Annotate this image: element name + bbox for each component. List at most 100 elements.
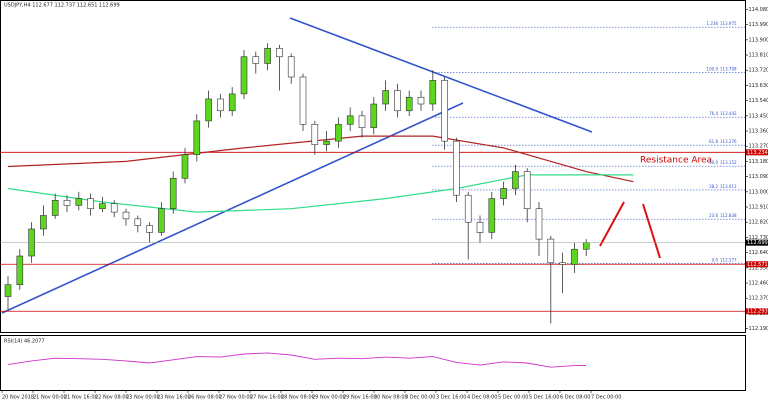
x-tick-label: 7 Dec 00:00	[591, 395, 621, 401]
annotation: Resistance Area	[640, 156, 712, 166]
x-tick-label: 29 Nov 00:00	[312, 395, 346, 401]
moving-average	[7, 135, 634, 183]
candle-body	[547, 238, 555, 264]
candle-body	[429, 80, 437, 105]
y-tick-label: 113.720	[749, 68, 768, 74]
y-tick-label: 112.460	[749, 281, 768, 287]
level-tag	[746, 261, 768, 268]
last-price-label: 112.699	[747, 240, 768, 246]
candle-body	[158, 208, 165, 233]
level-label: 113.234	[747, 150, 768, 156]
x-tick-label: 23 Nov 16:00	[157, 395, 191, 401]
candle-body	[240, 56, 248, 95]
candle-body	[370, 103, 378, 128]
chart-title: USDJPY,H4 112.677 112.737 112.651 112.69…	[4, 3, 120, 9]
x-tick-label: 23 Nov 00:00	[126, 395, 160, 401]
x-tick-label: 6 Dec 08:00	[560, 395, 590, 401]
candle-body	[441, 80, 448, 142]
x-tick-label: 3 Dec 16:00	[436, 395, 466, 401]
y-tick-label: 114.080	[749, 7, 768, 13]
candle-body	[523, 171, 531, 210]
level-label: 112.293	[747, 309, 768, 315]
y-tick-label: 112.550	[749, 265, 768, 271]
last-price-tag	[746, 239, 768, 246]
level-tag	[746, 308, 768, 315]
y-tick-label: 113.900	[749, 37, 768, 43]
candle-body	[51, 199, 59, 216]
y-tick-label: 112.370	[749, 296, 768, 302]
fib-price: 113.442	[720, 111, 737, 116]
candle-body	[276, 47, 283, 58]
y-tick-label: 112.190	[749, 326, 768, 332]
candle-body	[464, 194, 472, 223]
fib-ratio: 76.4	[709, 111, 718, 116]
candle-body	[40, 215, 47, 230]
y-tick-label: 113.000	[749, 189, 768, 195]
candle-body	[4, 284, 12, 297]
x-tick-label: 28 Nov 08:00	[281, 395, 315, 401]
y-tick-label: 113.990	[749, 22, 768, 28]
candle-body	[16, 255, 24, 286]
fib-ratio: 1.236	[707, 21, 719, 26]
y-tick-label: 112.910	[749, 205, 768, 211]
arrow	[642, 203, 661, 259]
fib-price: 112.577	[720, 257, 737, 262]
x-tick-label: 29 Nov 16:00	[343, 395, 377, 401]
fib-ratio: 100.0	[707, 66, 719, 71]
y-tick-label: 113.360	[749, 129, 768, 135]
candle-body	[63, 199, 71, 206]
trend-line	[289, 17, 593, 133]
x-tick-label: 5 Dec 16:00	[529, 395, 559, 401]
y-tick-label: 113.270	[749, 144, 768, 150]
level-tag	[746, 149, 768, 156]
x-tick-label: 26 Nov 08:00	[188, 395, 222, 401]
candle-body	[405, 96, 413, 112]
candle-body	[382, 90, 389, 105]
candle-body	[571, 248, 578, 265]
fib-price: 113.152	[720, 160, 737, 165]
candle-body	[559, 262, 566, 265]
y-tick-label: 113.180	[749, 159, 768, 165]
candle-body	[75, 198, 83, 206]
y-tick-label: 112.640	[749, 250, 768, 256]
candle-body	[99, 203, 106, 210]
candle-body	[264, 47, 271, 64]
y-tick-label: 112.820	[749, 220, 768, 226]
candle-body	[346, 115, 354, 125]
fib-ratio: 23.6	[709, 213, 718, 218]
candle-body	[476, 221, 484, 233]
y-tick-label: 113.090	[749, 174, 768, 180]
x-tick-label: 4 Dec 08:00	[467, 395, 497, 401]
trend-line	[1, 102, 464, 314]
candle-body	[453, 140, 460, 196]
candle-body	[417, 96, 425, 105]
y-tick-label: 113.540	[749, 98, 768, 104]
candle-body	[582, 242, 590, 250]
x-tick-label: 22 Nov 08:00	[95, 395, 129, 401]
fib-ratio: 61.8	[709, 139, 718, 144]
candle-body	[252, 56, 260, 64]
x-tick-label: 27 Nov 00:00	[219, 395, 253, 401]
rsi-frame	[0, 335, 746, 391]
fib-price: 113.276	[720, 139, 737, 144]
candle-body	[358, 115, 366, 128]
fib-price: 113.975	[720, 21, 737, 26]
y-tick-label: 113.630	[749, 83, 768, 89]
candle-body	[205, 98, 212, 122]
candle-body	[299, 76, 307, 125]
main-frame	[0, 0, 746, 333]
fib-ratio: 38.2	[709, 184, 718, 189]
candle-body	[535, 208, 543, 240]
candle-body	[394, 90, 401, 112]
fib-price: 113.708	[720, 66, 737, 71]
x-tick-label: 27 Nov 16:00	[250, 395, 284, 401]
candle-body	[122, 211, 130, 220]
fib-price: 113.011	[720, 184, 737, 189]
candle-body	[228, 93, 236, 112]
level-label: 112.571	[747, 262, 768, 268]
candle-body	[488, 198, 496, 233]
x-tick-label: 21 Nov 16:00	[64, 395, 98, 401]
candle-body	[287, 56, 295, 78]
candle-body	[512, 171, 519, 189]
